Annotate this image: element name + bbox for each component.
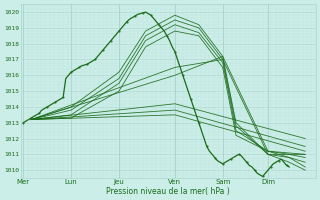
X-axis label: Pression niveau de la mer( hPa ): Pression niveau de la mer( hPa ) (106, 187, 230, 196)
